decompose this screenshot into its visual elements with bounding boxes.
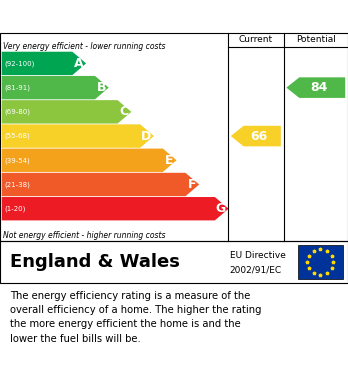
Text: G: G — [215, 202, 226, 215]
Polygon shape — [231, 126, 281, 146]
FancyBboxPatch shape — [298, 245, 343, 279]
Text: (1-20): (1-20) — [4, 205, 25, 212]
Text: 2002/91/EC: 2002/91/EC — [230, 265, 282, 274]
Polygon shape — [2, 149, 176, 172]
Text: D: D — [141, 129, 151, 143]
Text: F: F — [188, 178, 196, 191]
Text: 84: 84 — [311, 81, 328, 94]
Text: C: C — [119, 105, 128, 118]
Polygon shape — [2, 197, 229, 221]
Text: A: A — [74, 57, 83, 70]
Text: (55-68): (55-68) — [4, 133, 30, 139]
Text: (21-38): (21-38) — [4, 181, 30, 188]
Text: Energy Efficiency Rating: Energy Efficiency Rating — [63, 9, 285, 24]
Text: Current: Current — [239, 35, 273, 44]
Text: Not energy efficient - higher running costs: Not energy efficient - higher running co… — [3, 231, 166, 240]
Text: (92-100): (92-100) — [4, 60, 34, 66]
Text: EU Directive: EU Directive — [230, 251, 286, 260]
Polygon shape — [2, 100, 131, 124]
Polygon shape — [286, 77, 345, 98]
Text: (81-91): (81-91) — [4, 84, 30, 91]
Text: The energy efficiency rating is a measure of the
overall efficiency of a home. T: The energy efficiency rating is a measur… — [10, 291, 262, 344]
Text: B: B — [96, 81, 106, 94]
Text: Potential: Potential — [296, 35, 336, 44]
Text: (39-54): (39-54) — [4, 157, 30, 163]
Text: 66: 66 — [251, 129, 268, 143]
Text: England & Wales: England & Wales — [10, 253, 180, 271]
Text: (69-80): (69-80) — [4, 109, 30, 115]
Text: E: E — [165, 154, 174, 167]
Polygon shape — [2, 76, 109, 99]
Polygon shape — [2, 124, 154, 148]
Polygon shape — [2, 52, 86, 75]
Text: Very energy efficient - lower running costs: Very energy efficient - lower running co… — [3, 42, 166, 51]
Polygon shape — [2, 173, 199, 196]
